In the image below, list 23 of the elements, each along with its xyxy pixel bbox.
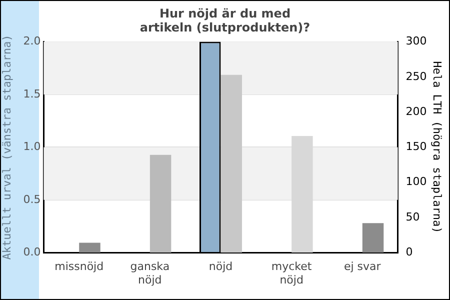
y-tick-label: 2.0 [23, 34, 41, 48]
y-tick-label: 1.5 [23, 87, 41, 100]
y2-tick-label: 0 [406, 245, 413, 258]
y2-tick-label: 300 [406, 34, 427, 48]
y2-tick-label: 200 [406, 104, 427, 118]
x-tick-label: missnöjd [54, 260, 104, 274]
y-axis-title: Aktuellt urval (vänstra staplarna) [0, 34, 14, 260]
x-tick-label: mycket nöjd [271, 260, 312, 286]
y-tick-label: 0.5 [23, 192, 41, 206]
chart-title: Hur nöjd är du med artikeln (slutprodukten)? [140, 6, 310, 35]
y-tick-label: 0.0 [23, 245, 41, 258]
y2-tick-label: 250 [406, 70, 427, 83]
bar [79, 242, 100, 253]
y2-tick-label: 50 [406, 210, 420, 224]
y2-tick-label: 150 [406, 140, 427, 154]
y-tick-label: 1.0 [23, 140, 41, 154]
x-tick-label: ej svar [344, 260, 382, 274]
x-tick-label: ganska nöjd [130, 260, 170, 286]
bar [150, 154, 172, 253]
x-tick-label: nöjd [208, 260, 233, 274]
bar [362, 223, 384, 253]
y2-axis-title: Hela LTH (högra staplarna) [430, 61, 444, 234]
y2-tick-label: 100 [406, 175, 427, 188]
